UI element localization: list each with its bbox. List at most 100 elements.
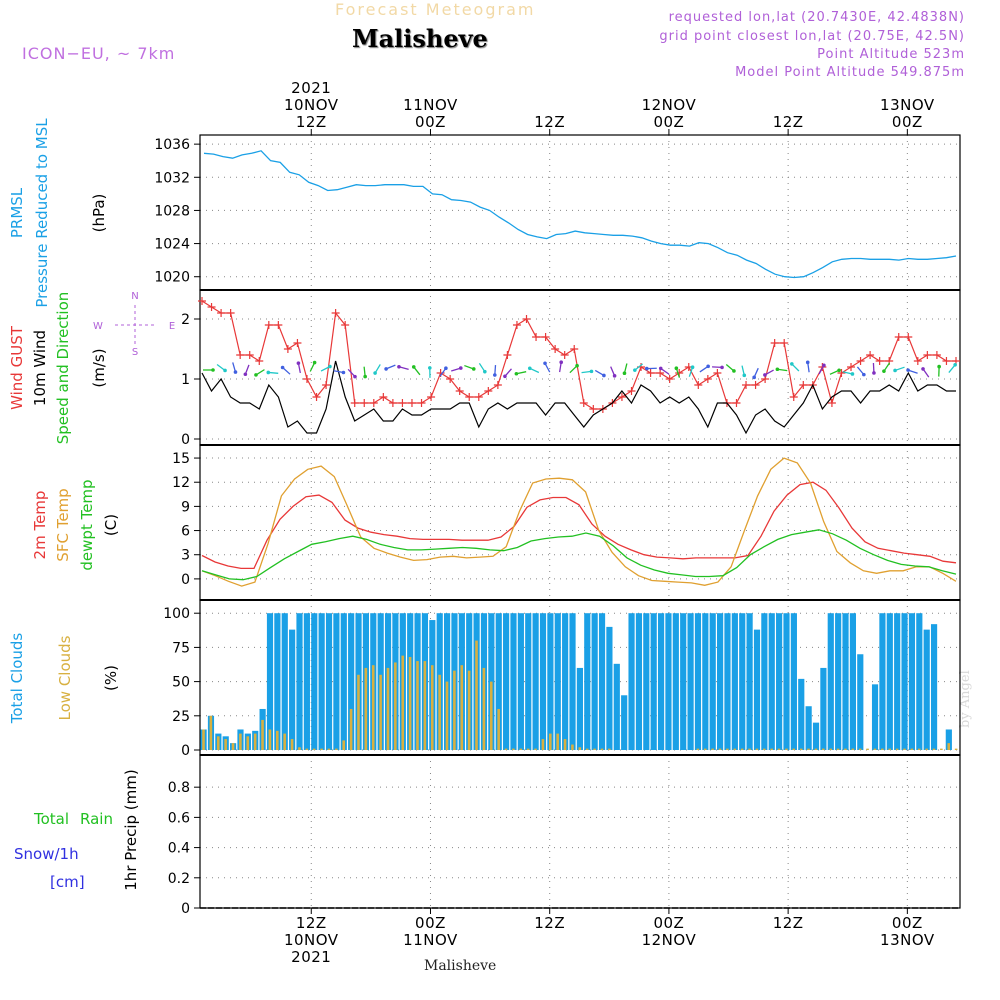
low-cloud-bar <box>224 739 227 750</box>
wind-gust-marker <box>474 393 483 401</box>
total-cloud-bar <box>318 613 325 750</box>
low-cloud-bar <box>748 748 751 750</box>
low-cloud-bar <box>954 748 958 750</box>
low-cloud-bar <box>925 748 928 750</box>
total-cloud-bar <box>894 613 901 750</box>
low-cloud-bar <box>740 748 744 750</box>
total-cloud-bar <box>901 613 908 750</box>
wind-gust-marker <box>560 351 569 359</box>
wind-gust-marker <box>942 357 951 365</box>
wind-gust-marker <box>512 321 521 329</box>
wind-direction-arrowhead <box>458 366 463 370</box>
wind-gust-marker <box>455 387 464 395</box>
location-title: Malisheve <box>352 24 488 53</box>
wind-gust-marker <box>302 375 311 383</box>
time-tick-label-top: 12Z <box>534 113 565 131</box>
low-cloud-bar <box>416 661 419 750</box>
pressure-axis-title-2: Pressure Reduced to MSL <box>33 118 51 308</box>
wind-direction-arrowhead <box>254 373 258 377</box>
total-cloud-bar <box>348 613 355 750</box>
pressure-line <box>203 150 957 279</box>
y-tick-label: 6 <box>181 524 190 540</box>
wind-gust-marker <box>656 369 665 377</box>
compass-east: E <box>169 321 175 332</box>
wind-gust-marker <box>923 351 932 359</box>
total-cloud-bar <box>702 613 709 750</box>
y-tick-label: 0 <box>181 432 190 448</box>
low-cloud-bar <box>268 729 272 750</box>
footer-location: Malisheve <box>424 958 497 974</box>
y-tick-label: 12 <box>172 475 190 491</box>
time-tick-label-top: 12Z <box>296 113 327 131</box>
low-cloud-bar <box>711 748 714 750</box>
wind-gust-marker <box>236 351 245 359</box>
low-cloud-bar <box>932 748 936 750</box>
chart-subtitle: Forecast Meteogram <box>335 0 536 19</box>
wind-gust-marker <box>551 345 560 353</box>
panel-frame <box>199 134 961 291</box>
total-cloud-bar <box>539 613 547 750</box>
wind-direction-arrowhead <box>503 374 507 379</box>
wind-direction-arrowhead <box>444 366 448 371</box>
total-cloud-bar <box>333 613 340 750</box>
low-cloud-bar <box>231 743 235 750</box>
total-cloud-bar <box>576 667 583 750</box>
wind-direction-arrowhead <box>732 369 736 373</box>
y-tick-label: 0.4 <box>168 841 190 857</box>
total-cloud-bar <box>746 613 753 750</box>
wind-gust-marker <box>589 405 598 413</box>
wind-axis-title: 10m Wind <box>31 330 49 406</box>
wind-gust-marker <box>407 399 416 407</box>
wind-direction-arrowhead <box>822 363 826 368</box>
wind-direction-arrowhead <box>763 373 767 377</box>
wind-gust-marker <box>866 351 875 359</box>
model-point-altitude: Model Point Altitude 549.875m <box>735 65 965 80</box>
y-tick-label: 1 <box>181 372 190 388</box>
low-cloud-bar <box>386 667 390 750</box>
y-tick-label: 50 <box>172 675 190 691</box>
wind-direction-arrowhead <box>837 368 841 373</box>
total-cloud-bar <box>709 613 716 750</box>
wind-gust-marker <box>245 351 254 359</box>
temp-2m-axis-title: 2m Temp <box>31 491 49 560</box>
total-cloud-bar <box>886 613 893 750</box>
wind-direction-arrowhead <box>893 368 897 373</box>
wind-direction-arrowhead <box>622 371 627 375</box>
wind-gust-marker <box>388 399 397 407</box>
low-cloud-bar <box>327 748 331 750</box>
temp-axis-unit: (C) <box>102 514 120 536</box>
wind-gust-marker <box>255 357 264 365</box>
low-cloud-bar <box>482 667 486 750</box>
low-cloud-bar <box>371 665 375 750</box>
wind-direction-arrowhead <box>575 363 579 368</box>
wind-gust-marker <box>283 345 292 353</box>
wind-gust-marker <box>875 357 884 365</box>
wind-gust-marker <box>742 381 751 389</box>
total-cloud-axis-title: Total Clouds <box>8 633 26 725</box>
wind-gust-marker <box>703 375 712 383</box>
wind-direction-arrowhead <box>775 367 780 372</box>
y-tick-label: 1028 <box>154 203 190 219</box>
total-cloud-bar <box>562 613 569 750</box>
wind-gust-marker <box>570 345 579 353</box>
y-tick-label: 3 <box>181 548 190 564</box>
wind-direction-arrowhead <box>937 364 941 369</box>
low-cloud-bar <box>290 739 294 750</box>
total-cloud-bar <box>879 613 886 750</box>
model-label: ICON−EU, ~ 7km <box>22 44 176 63</box>
total-cloud-bar <box>266 613 274 750</box>
low-cloud-bar <box>858 748 862 750</box>
low-cloud-bar <box>881 748 884 750</box>
wind-gust-marker <box>360 399 369 407</box>
time-tick-label-top: 00Z <box>415 113 446 131</box>
wind-gust-marker <box>503 351 512 359</box>
wind-direction-arrowhead <box>953 363 957 367</box>
total-cloud-bar <box>569 613 576 750</box>
wind-gust-marker <box>379 393 388 401</box>
wind-gust-marker <box>789 393 798 401</box>
low-cloud-bar <box>512 748 515 750</box>
total-cloud-bar <box>591 613 598 750</box>
wind-direction-arrowhead <box>411 365 416 369</box>
total-cloud-bar <box>325 613 333 750</box>
